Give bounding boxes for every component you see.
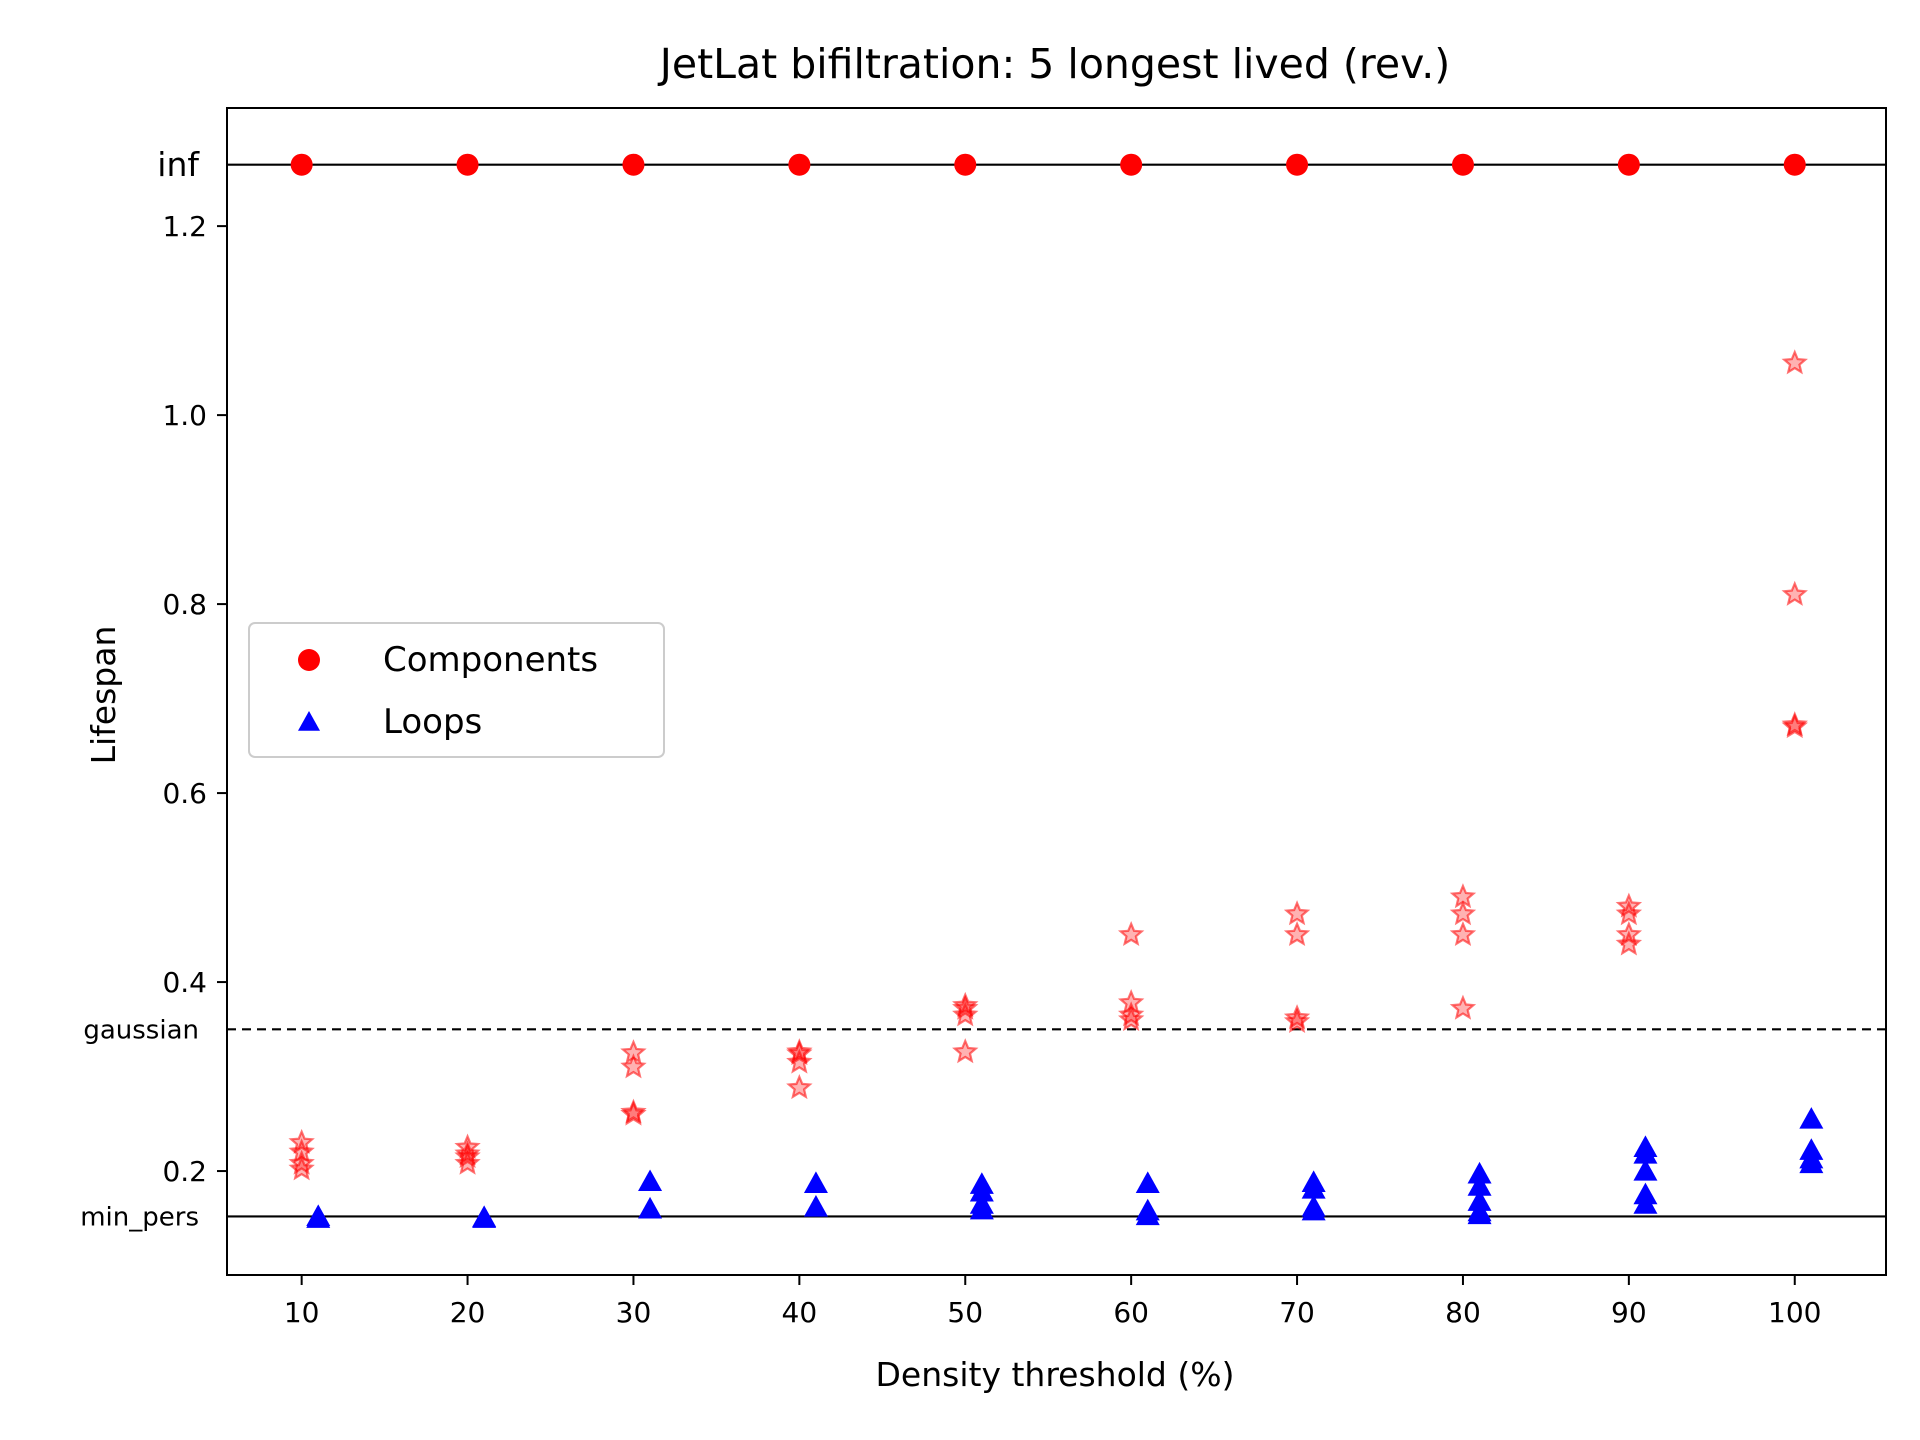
- components-point: [1451, 153, 1474, 176]
- x-tick-label: 10: [284, 1296, 320, 1329]
- reference-label-inf: inf: [157, 145, 200, 184]
- legend: Components Loops: [248, 622, 665, 758]
- components-point: [1783, 153, 1806, 176]
- star-point: [1781, 349, 1808, 375]
- loops-point: [472, 1206, 497, 1228]
- loops-point: [1467, 1202, 1492, 1225]
- star-point: [288, 1149, 315, 1175]
- legend-marker-loops: [298, 711, 320, 731]
- star-point: [1117, 1006, 1145, 1032]
- chart-title: JetLat bifiltration: 5 longest lived (re…: [657, 40, 1450, 88]
- loops-point: [638, 1169, 663, 1192]
- components-point: [622, 153, 645, 176]
- reference-lines: [227, 163, 1886, 1218]
- loops-point: [1301, 1177, 1326, 1199]
- star-point: [1615, 930, 1643, 956]
- star-point: [620, 1053, 647, 1079]
- star-point: [1449, 900, 1477, 926]
- x-tick-label: 40: [782, 1296, 818, 1329]
- y-tick-label: 0.2: [162, 1155, 207, 1188]
- x-tick-label: 20: [450, 1296, 486, 1329]
- loops-point: [1135, 1203, 1160, 1226]
- x-tick-label: 30: [616, 1296, 652, 1329]
- star-point: [1449, 920, 1477, 947]
- legend-label-components: Components: [383, 640, 598, 680]
- star-point: [1449, 994, 1477, 1020]
- y-tick-label: 1.0: [162, 399, 207, 432]
- legend-marker-components: [298, 649, 320, 671]
- x-tick-label: 50: [947, 1296, 983, 1329]
- loops-point: [969, 1197, 994, 1220]
- loops-point: [1301, 1198, 1326, 1221]
- data-marks: [288, 153, 1824, 1228]
- star-point: [952, 994, 979, 1020]
- components-point: [290, 153, 313, 176]
- loops-point: [969, 1179, 994, 1202]
- loops-point: [1633, 1159, 1658, 1181]
- components-point: [954, 153, 977, 176]
- x-tick-label: 100: [1768, 1296, 1821, 1329]
- star-point: [786, 1074, 813, 1100]
- axes: inf gaussian min_pers 10 20 30 40 50 60 70 80 90 100…: [80, 145, 1821, 1329]
- x-tick-label: 70: [1279, 1296, 1315, 1329]
- series-loops: [306, 1107, 1824, 1228]
- y-axis-label: Lifespan: [84, 626, 123, 765]
- components-point: [1617, 153, 1640, 176]
- x-tick-label: 60: [1113, 1296, 1149, 1329]
- x-tick-label: 80: [1445, 1296, 1481, 1329]
- legend-box: [248, 622, 665, 758]
- y-tick-label: 0.6: [162, 777, 207, 810]
- reference-label-gaussian: gaussian: [83, 1015, 199, 1045]
- loops-point: [803, 1171, 828, 1193]
- reference-label-min-pers: min_pers: [80, 1203, 199, 1233]
- x-tick-label: 90: [1611, 1296, 1647, 1329]
- loops-point: [1633, 1192, 1658, 1214]
- series-components: [290, 153, 1806, 176]
- star-point: [1283, 1007, 1311, 1033]
- y-tick-label: 1.2: [162, 210, 207, 243]
- components-point: [456, 153, 479, 176]
- loops-point: [306, 1206, 331, 1228]
- y-tick-label: 0.8: [162, 588, 207, 621]
- loops-point: [1799, 1107, 1824, 1129]
- star-point: [952, 1038, 979, 1064]
- y-tick-label: 0.4: [162, 966, 207, 999]
- components-point: [1120, 153, 1143, 176]
- loops-point: [1467, 1174, 1492, 1196]
- star-point: [1283, 900, 1311, 926]
- star-point: [1615, 900, 1643, 926]
- star-point: [620, 1100, 647, 1126]
- star-point: [786, 1048, 813, 1074]
- plot-frame: [226, 107, 1887, 1276]
- star-point: [952, 1001, 979, 1027]
- star-point: [1117, 920, 1145, 947]
- x-axis-label: Density threshold (%): [876, 1355, 1235, 1394]
- loops-point: [638, 1196, 663, 1219]
- series-stars: [288, 349, 1808, 1181]
- star-point: [288, 1155, 315, 1181]
- star-point: [1781, 713, 1808, 739]
- components-point: [1286, 153, 1309, 176]
- loops-point: [1135, 1171, 1160, 1193]
- legend-label-loops: Loops: [383, 702, 482, 742]
- star-point: [454, 1149, 481, 1175]
- star-point: [1283, 920, 1311, 947]
- star-point: [1117, 1001, 1145, 1027]
- loops-point: [1799, 1151, 1824, 1174]
- star-point: [1781, 580, 1808, 606]
- star-point: [454, 1143, 481, 1169]
- loops-point: [803, 1194, 828, 1217]
- loops-point: [1633, 1142, 1658, 1164]
- components-point: [788, 153, 811, 176]
- loops-point: [1467, 1161, 1492, 1184]
